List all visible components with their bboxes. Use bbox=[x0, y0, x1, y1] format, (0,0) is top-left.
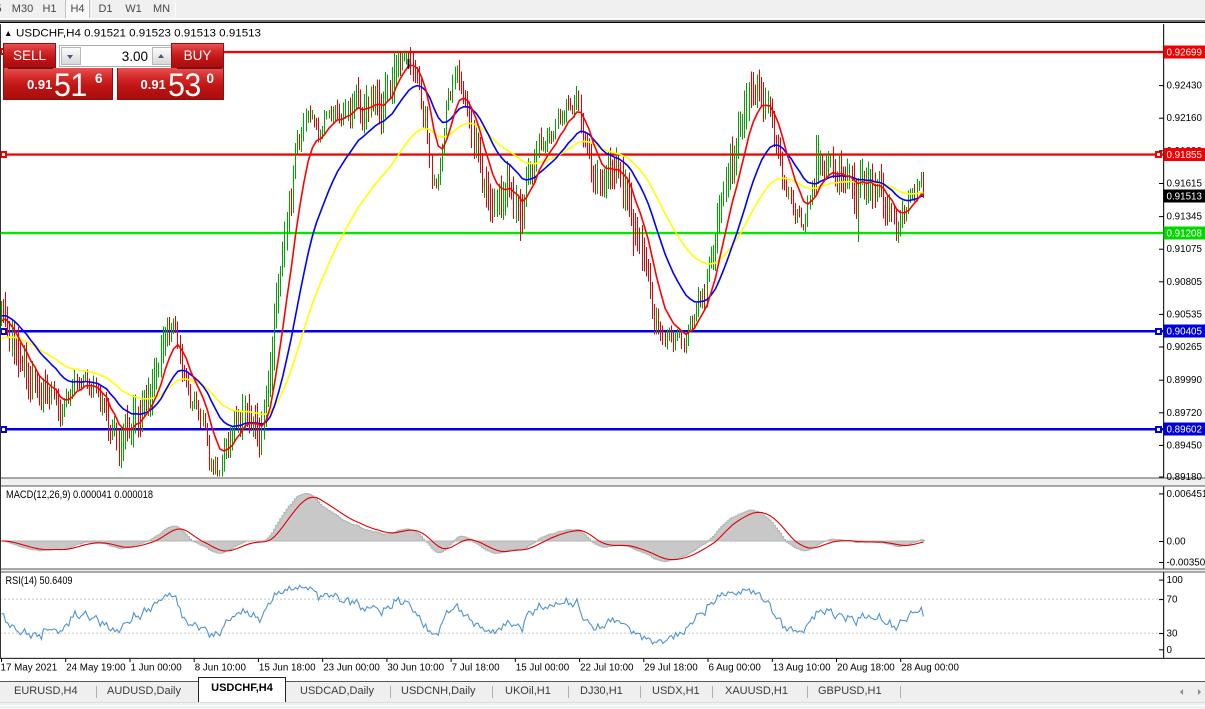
svg-text:7 Jul 18:00: 7 Jul 18:00 bbox=[452, 663, 500, 674]
svg-text:MACD(12,26,9) 0.000041 0.00001: MACD(12,26,9) 0.000041 0.000018 bbox=[6, 489, 153, 501]
svg-text:23 Jun 00:00: 23 Jun 00:00 bbox=[323, 663, 380, 674]
svg-text:15 Jul 00:00: 15 Jul 00:00 bbox=[516, 663, 570, 674]
svg-text:0.00: 0.00 bbox=[1167, 537, 1187, 548]
svg-text:0.89180: 0.89180 bbox=[1167, 472, 1203, 483]
svg-text:0.91208: 0.91208 bbox=[1167, 229, 1203, 240]
svg-text:0.90265: 0.90265 bbox=[1167, 342, 1203, 353]
svg-text:100: 100 bbox=[1167, 575, 1184, 586]
svg-text:0.92699: 0.92699 bbox=[1167, 48, 1202, 59]
svg-text:30: 30 bbox=[1167, 629, 1178, 640]
svg-text:0.91855: 0.91855 bbox=[1167, 150, 1203, 161]
svg-text:0.006451: 0.006451 bbox=[1167, 489, 1205, 500]
svg-text:30 Jun 10:00: 30 Jun 10:00 bbox=[387, 663, 444, 674]
svg-text:20 Aug 18:00: 20 Aug 18:00 bbox=[837, 663, 895, 674]
svg-text:0.91345: 0.91345 bbox=[1167, 212, 1203, 223]
svg-text:24 May 19:00: 24 May 19:00 bbox=[66, 663, 126, 674]
svg-text:0.89990: 0.89990 bbox=[1167, 375, 1203, 386]
svg-text:0.91075: 0.91075 bbox=[1167, 244, 1203, 255]
svg-text:8 Jun 10:00: 8 Jun 10:00 bbox=[195, 663, 247, 674]
svg-text:▲: ▲ bbox=[4, 28, 12, 38]
svg-text:-0.003507: -0.003507 bbox=[1167, 558, 1205, 569]
svg-text:28 Aug 00:00: 28 Aug 00:00 bbox=[901, 663, 959, 674]
svg-text:15 Jun 18:00: 15 Jun 18:00 bbox=[259, 663, 316, 674]
svg-text:1 Jun 00:00: 1 Jun 00:00 bbox=[131, 663, 183, 674]
svg-text:USDCHF,H4 0.91521 0.91523 0.9: USDCHF,H4 0.91521 0.91523 0.91513 0.9151… bbox=[16, 28, 261, 40]
svg-text:13 Aug 10:00: 13 Aug 10:00 bbox=[773, 663, 831, 674]
svg-text:0.89602: 0.89602 bbox=[1167, 425, 1202, 436]
svg-text:0.90805: 0.90805 bbox=[1167, 277, 1203, 288]
svg-text:0: 0 bbox=[1167, 645, 1173, 656]
svg-text:6 Aug 00:00: 6 Aug 00:00 bbox=[709, 663, 762, 674]
svg-text:0.89450: 0.89450 bbox=[1167, 440, 1203, 451]
svg-text:0.91513: 0.91513 bbox=[1167, 192, 1203, 203]
svg-text:RSI(14) 50.6409: RSI(14) 50.6409 bbox=[6, 575, 73, 587]
svg-text:29 Jul 18:00: 29 Jul 18:00 bbox=[644, 663, 698, 674]
svg-text:0.92430: 0.92430 bbox=[1167, 81, 1203, 92]
svg-text:0.89720: 0.89720 bbox=[1167, 408, 1203, 419]
svg-text:22 Jul 10:00: 22 Jul 10:00 bbox=[580, 663, 634, 674]
svg-text:70: 70 bbox=[1167, 595, 1178, 606]
svg-text:0.91615: 0.91615 bbox=[1167, 179, 1203, 190]
svg-text:0.90535: 0.90535 bbox=[1167, 309, 1203, 320]
svg-text:0.90405: 0.90405 bbox=[1167, 327, 1203, 338]
svg-text:17 May 2021: 17 May 2021 bbox=[1, 663, 58, 674]
svg-text:0.92160: 0.92160 bbox=[1167, 113, 1203, 124]
